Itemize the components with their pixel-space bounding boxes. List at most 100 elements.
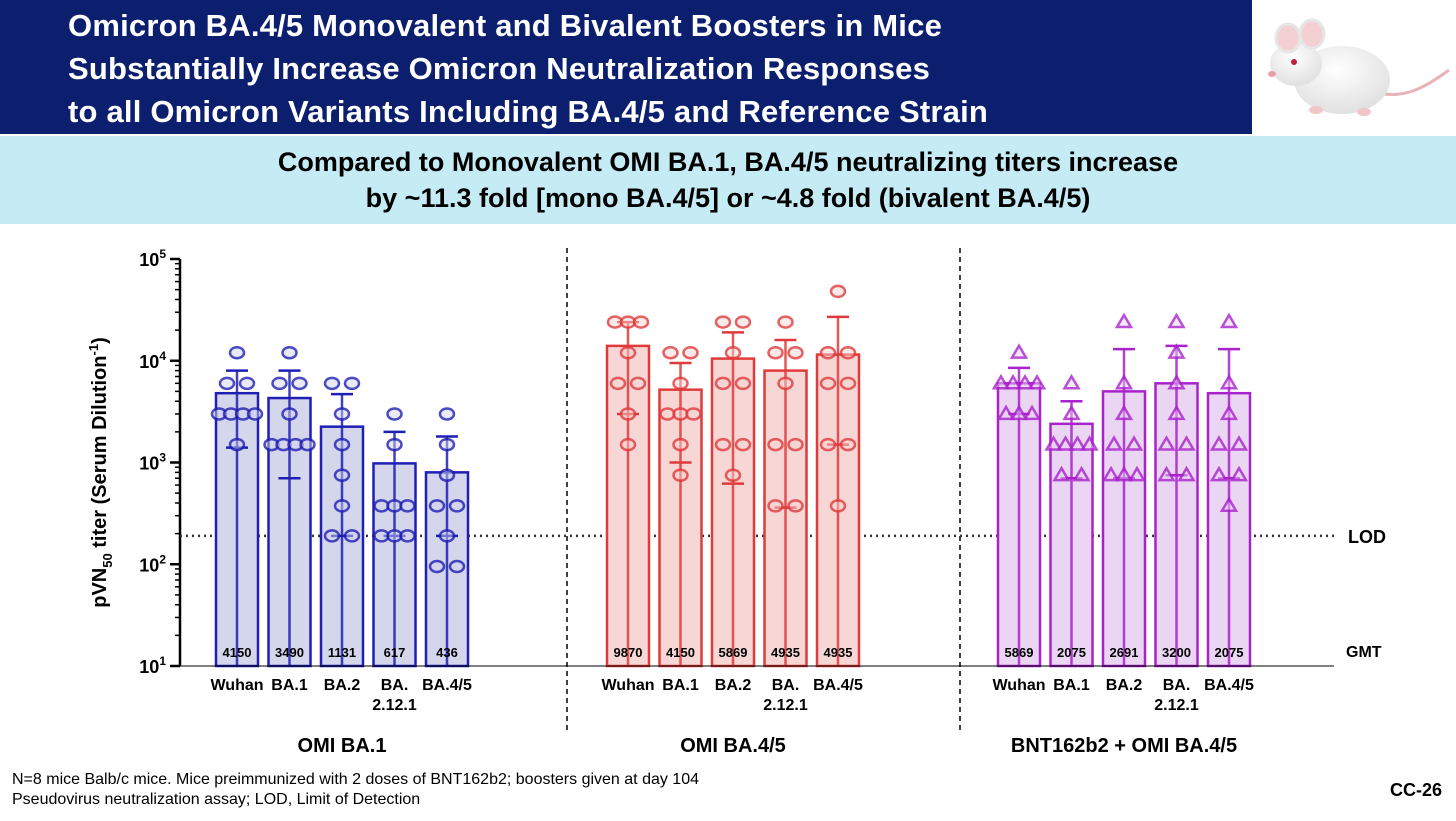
data-point — [662, 345, 679, 360]
data-point — [1015, 373, 1035, 390]
data-point — [1056, 435, 1075, 451]
data-point — [619, 407, 637, 421]
x-tick-label: 2.12.1 — [372, 697, 417, 714]
white-mouse-icon — [1268, 18, 1450, 116]
data-point — [448, 559, 466, 574]
data-point — [1068, 435, 1087, 451]
chart-plot-area: 101 102 103 104 105 pVN50 titer (Serum Diluti… — [86, 247, 1386, 757]
data-point — [787, 345, 804, 360]
data-point — [343, 529, 361, 543]
data-point — [428, 499, 446, 513]
data-point — [1114, 373, 1134, 390]
x-tick-label: BA. — [772, 677, 800, 694]
slide-title: Omicron BA.4/5 Monovalent and Bivalent B… — [68, 4, 1248, 133]
footnote: N=8 mice Balb/c mice. Mice preimmunized … — [12, 770, 699, 810]
data-point — [734, 437, 752, 452]
data-point — [819, 376, 837, 391]
x-tick-label: BA.2 — [1106, 677, 1143, 694]
data-point — [714, 376, 732, 391]
data-point — [228, 345, 246, 360]
gmt-value: 617 — [384, 645, 406, 660]
data-point — [839, 437, 857, 452]
data-point — [1062, 373, 1081, 390]
y-tick-label: 105 — [139, 247, 166, 270]
data-point — [767, 345, 784, 360]
data-point — [619, 437, 637, 452]
data-point — [1219, 404, 1239, 421]
data-point — [275, 437, 292, 452]
x-tick-label: BA.4/5 — [1204, 677, 1254, 694]
data-point — [734, 376, 752, 391]
data-point — [1219, 312, 1239, 329]
gmt-label: GMT — [1346, 644, 1382, 661]
y-tick-label: 101 — [139, 654, 166, 677]
data-point — [682, 345, 699, 360]
data-point — [991, 373, 1011, 390]
data-point — [1101, 465, 1121, 482]
gmt-value: 4150 — [666, 645, 695, 660]
data-point — [299, 437, 316, 452]
gmt-value: 4150 — [223, 645, 252, 660]
footnote-line-2: Pseudovirus neutralization assay; LOD, L… — [12, 791, 421, 808]
group-label: OMI BA.1 — [298, 735, 387, 757]
x-tick-label: BA.2 — [715, 677, 752, 694]
gmt-value: 5869 — [719, 645, 748, 660]
y-tick-label: 104 — [139, 349, 166, 372]
footnote-line-1: N=8 mice Balb/c mice. Mice preimmunized … — [12, 771, 699, 788]
data-point — [287, 437, 304, 452]
data-point — [1127, 465, 1147, 482]
data-point — [1219, 496, 1239, 512]
data-point — [1229, 465, 1249, 482]
data-point — [399, 529, 416, 543]
data-point — [281, 407, 298, 421]
y-tick-label: 102 — [139, 552, 166, 575]
slide-title-line-2: Substantially Increase Omicron Neutraliz… — [68, 51, 931, 86]
data-point — [1104, 435, 1124, 451]
summary-line-1: Compared to Monovalent OMI BA.1, BA.4/5 … — [277, 147, 1179, 177]
data-point — [1009, 404, 1029, 421]
data-point — [291, 376, 308, 391]
data-point — [386, 407, 403, 421]
y-tick-label: 103 — [139, 451, 166, 474]
data-point — [210, 407, 228, 421]
data-point — [1124, 435, 1144, 451]
data-point — [1072, 465, 1091, 482]
data-point — [829, 499, 847, 513]
gmt-value: 4935 — [824, 645, 853, 660]
x-tick-label: BA.2 — [324, 677, 361, 694]
data-point — [1157, 435, 1176, 451]
data-point — [1009, 343, 1029, 359]
data-point — [1177, 465, 1196, 482]
data-point — [1167, 373, 1186, 390]
data-point — [1157, 465, 1176, 482]
mouse-image — [1254, 0, 1456, 134]
data-point — [1114, 404, 1134, 421]
gmt-value: 1131 — [328, 645, 356, 660]
data-point — [685, 407, 702, 421]
data-point — [438, 529, 456, 543]
data-point — [1027, 373, 1047, 390]
data-point — [323, 376, 341, 391]
data-point — [246, 407, 264, 421]
gmt-value: 9870 — [614, 645, 643, 660]
data-point — [1229, 435, 1249, 451]
data-point — [829, 284, 847, 299]
x-tick-label: BA. — [381, 677, 409, 694]
data-point — [1209, 435, 1229, 451]
data-point — [333, 468, 351, 482]
data-point — [1114, 312, 1134, 329]
gmt-value: 5869 — [1005, 645, 1034, 660]
data-point — [333, 407, 351, 421]
data-point — [238, 376, 256, 391]
data-point — [1209, 465, 1229, 482]
data-point — [714, 437, 732, 452]
data-point — [281, 345, 298, 360]
summary-line-2: by ~11.3 fold [mono BA.4/5] or ~4.8 fold… — [365, 183, 1091, 213]
data-point — [228, 437, 246, 452]
data-point — [222, 407, 240, 421]
lod-label: LOD — [1348, 527, 1386, 547]
data-point — [428, 559, 446, 574]
data-point — [767, 499, 784, 513]
group-label: OMI BA.4/5 — [680, 735, 786, 757]
data-point — [1044, 435, 1063, 451]
